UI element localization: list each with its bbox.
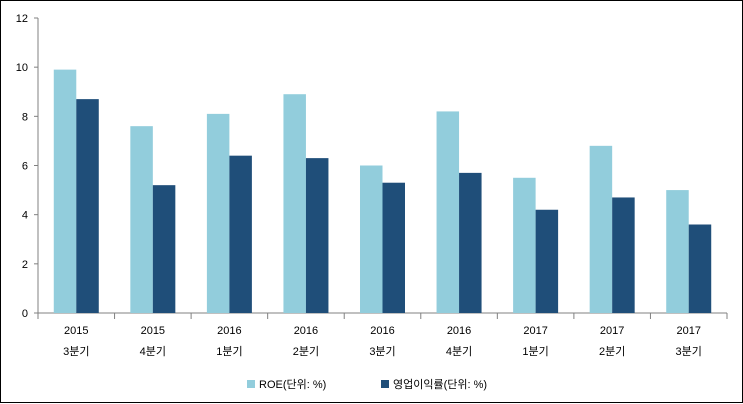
x-tick-label-quarter: 4분기 [446, 345, 472, 358]
legend: ROE(단위: %) 영업이익률(단위: %) [247, 378, 487, 391]
x-tick-label-quarter: 4분기 [140, 345, 166, 358]
bar-roe [206, 113, 230, 313]
x-tick-label-quarter: 3분기 [369, 345, 395, 358]
bar-operating-margin [612, 197, 635, 313]
x-tick-label-quarter: 1분기 [216, 345, 242, 358]
x-tick-label-year: 2015 [141, 325, 165, 337]
bar-roe [283, 94, 306, 313]
legend-swatch-operating-margin [381, 380, 389, 388]
y-axis: 0 2 4 6 8 10 12 [16, 13, 39, 320]
y-tick-label: 12 [16, 13, 28, 25]
x-tick-label-year: 2017 [676, 325, 700, 337]
y-tick-label: 10 [16, 62, 28, 74]
bar-operating-margin [688, 224, 712, 313]
bar-roe [436, 111, 460, 314]
x-tick-label-year: 2016 [370, 325, 394, 337]
bar-roe [53, 69, 77, 313]
y-tick-label: 2 [22, 259, 28, 271]
x-tick-label-year: 2015 [64, 325, 88, 337]
legend-swatch-roe [247, 380, 255, 388]
x-axis: 2015 3분기 2015 4분기 2016 1분기 2016 2분기 2016 3분기 2016 4… [37, 312, 728, 358]
bar-roe [666, 190, 689, 313]
y-tick-label: 0 [22, 308, 28, 320]
y-tick-label: 4 [22, 210, 28, 222]
x-tick-label-quarter: 3분기 [676, 345, 702, 358]
bar-operating-margin [152, 185, 176, 313]
bar-operating-margin [76, 99, 99, 313]
bar-operating-margin [535, 209, 559, 313]
legend-label-operating-margin: 영업이익률(단위: %) [393, 378, 487, 391]
bar-operating-margin [229, 155, 252, 313]
bar-operating-margin [382, 182, 405, 313]
x-tick-label-quarter: 1분기 [522, 345, 548, 358]
bars [53, 69, 712, 314]
bar-roe [589, 145, 613, 313]
x-tick-label-quarter: 2분기 [599, 345, 625, 358]
x-tick-label-year: 2016 [294, 325, 318, 337]
x-tick-label-year: 2017 [523, 325, 547, 337]
y-tick-label: 8 [22, 111, 28, 123]
x-tick-label-year: 2016 [217, 325, 241, 337]
x-tick-label-quarter: 2분기 [293, 345, 319, 358]
legend-label-roe: ROE(단위: %) [259, 378, 326, 391]
bar-roe [513, 177, 536, 313]
bar-roe [130, 126, 153, 314]
bar-roe [360, 165, 383, 313]
y-tick-label: 6 [22, 161, 28, 173]
x-tick-label-year: 2017 [600, 325, 624, 337]
bar-operating-margin [305, 158, 329, 313]
x-tick-label-quarter: 3분기 [63, 345, 89, 358]
x-tick-label-year: 2016 [447, 325, 471, 337]
bar-operating-margin [459, 172, 482, 313]
